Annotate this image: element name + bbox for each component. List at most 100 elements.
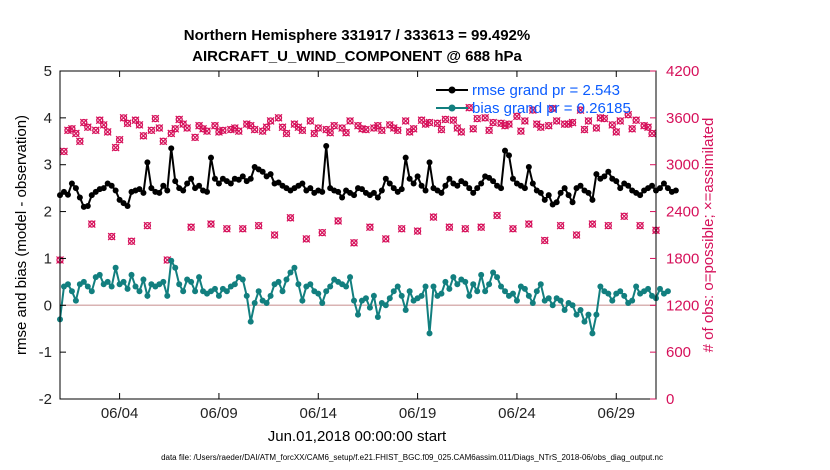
- obs-point: [334, 217, 343, 225]
- series-rmse-point: [565, 192, 572, 199]
- obs-point: [83, 123, 92, 132]
- series-rmse-point: [414, 173, 421, 180]
- series-rmse-point: [505, 152, 512, 159]
- series-bias-point: [621, 292, 628, 299]
- series-bias-point: [196, 274, 203, 281]
- series-bias-point: [104, 278, 111, 285]
- series-bias-point: [442, 278, 449, 285]
- obs-point: [624, 110, 633, 119]
- series-rmse-point: [541, 196, 548, 203]
- series-rmse-point: [307, 185, 314, 192]
- legend-rmse-label: rmse grand pr = 2.543: [472, 82, 620, 99]
- series-bias-point: [426, 330, 433, 337]
- series-bias-point: [88, 288, 95, 295]
- obs-point: [262, 123, 271, 132]
- obs-point: [449, 116, 458, 125]
- x-tick-label: 06/19: [399, 405, 437, 422]
- series-bias-point: [243, 292, 250, 299]
- series-bias-point: [180, 288, 187, 295]
- obs-point: [155, 124, 164, 132]
- series-bias-point: [521, 285, 528, 292]
- obs-point: [616, 117, 625, 125]
- series-bias-point: [251, 299, 258, 306]
- obs-point: [409, 124, 418, 133]
- series-rmse-point: [605, 168, 612, 175]
- series-rmse-point: [656, 185, 663, 192]
- obs-point: [620, 212, 629, 221]
- series-rmse-point: [100, 185, 107, 192]
- series-rmse-point: [259, 168, 266, 175]
- obs-point: [552, 117, 561, 125]
- series-bias-point: [188, 278, 195, 285]
- series-rmse-point: [398, 186, 405, 193]
- series-rmse-point: [462, 180, 469, 187]
- series-bias-point: [315, 290, 322, 297]
- x-tick-label: 06/04: [101, 405, 139, 422]
- series-rmse-point: [124, 202, 131, 209]
- series-rmse-point: [478, 180, 485, 187]
- series-rmse-point: [160, 182, 167, 189]
- obs-point: [127, 237, 136, 246]
- obs-point: [266, 117, 275, 125]
- plot-frame: [59, 70, 657, 400]
- obs-point: [147, 126, 156, 135]
- series-rmse-point: [184, 180, 191, 187]
- legend: rmse grand pr = 2.543 bias grand pr = 0.…: [436, 82, 631, 117]
- series-rmse-point: [649, 182, 656, 189]
- series-rmse-point: [156, 189, 163, 196]
- obs-point: [274, 113, 283, 122]
- series-bias-point: [96, 271, 103, 278]
- obs-point: [171, 124, 180, 133]
- series-rmse-point: [454, 182, 461, 189]
- obs-point: [568, 118, 577, 127]
- obs-point: [572, 231, 581, 239]
- series-bias-point: [617, 288, 624, 295]
- obs-point: [608, 120, 617, 129]
- series-bias-point: [263, 299, 270, 306]
- series-bias-point: [370, 292, 377, 299]
- y-right-tick-label: 2400: [666, 204, 699, 221]
- series-bias-point: [569, 302, 576, 309]
- series-bias-point: [390, 288, 397, 295]
- obs-point: [314, 124, 323, 132]
- obs-point: [524, 220, 533, 228]
- obs-point: [139, 131, 148, 140]
- obs-point: [397, 224, 406, 233]
- series-bias-point: [172, 264, 179, 271]
- obs-point: [250, 125, 259, 134]
- series-rmse-point: [116, 196, 123, 203]
- series-rmse-point: [637, 192, 644, 199]
- obs-point: [183, 124, 192, 132]
- series-bias-point: [144, 292, 151, 299]
- series-bias-point: [502, 288, 509, 295]
- obs-point: [79, 118, 88, 127]
- obs-point: [238, 224, 247, 233]
- series-rmse-point: [319, 188, 326, 195]
- series-rmse-point: [521, 185, 528, 192]
- series-rmse-point: [148, 185, 155, 192]
- obs-point: [429, 213, 438, 221]
- obs-point: [433, 119, 442, 128]
- series-rmse-point: [474, 185, 481, 192]
- series-rmse-point: [470, 189, 477, 196]
- series-bias-point: [128, 271, 135, 278]
- series-bias-point: [267, 292, 274, 299]
- left-y-axis: -2 -1 0 1 2 3 4 5: [39, 63, 66, 408]
- series-bias-point: [490, 269, 497, 276]
- series-bias-point: [573, 311, 580, 318]
- obs-point: [115, 135, 124, 144]
- obs-point: [501, 121, 509, 130]
- series-rmse-line: [59, 145, 677, 209]
- legend-rmse-marker: [448, 86, 456, 94]
- y-right-tick-label: 0: [666, 391, 674, 408]
- obs-point: [278, 123, 287, 132]
- series-bias-point: [347, 274, 354, 281]
- obs-point: [191, 133, 200, 142]
- series-rmse-point: [64, 191, 71, 198]
- series-rmse-point: [585, 189, 592, 196]
- series-bias-point: [494, 274, 501, 281]
- series-rmse-point: [601, 173, 608, 180]
- series-rmse-point: [466, 185, 473, 192]
- series-rmse: [57, 142, 679, 210]
- obs-point: [437, 125, 446, 134]
